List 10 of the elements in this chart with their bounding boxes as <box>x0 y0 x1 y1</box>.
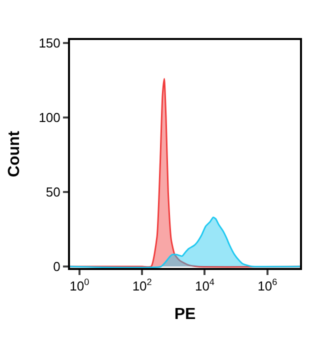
x-tick-label: 10$^{2}$ <box>132 277 152 294</box>
y-tick-label: 50 <box>46 184 60 200</box>
y-tick-label: 100 <box>38 110 60 126</box>
y-axis-title: Count <box>6 130 24 178</box>
x-axis-title: PE <box>174 306 196 323</box>
x-tick-label: 10$^{4}$ <box>194 277 214 294</box>
y-tick-label: 150 <box>38 36 60 51</box>
y-tick-label: 0 <box>53 259 60 274</box>
x-tick-label: 10$^{0}$ <box>70 277 90 294</box>
x-tick-label: 10$^{6}$ <box>258 277 278 294</box>
